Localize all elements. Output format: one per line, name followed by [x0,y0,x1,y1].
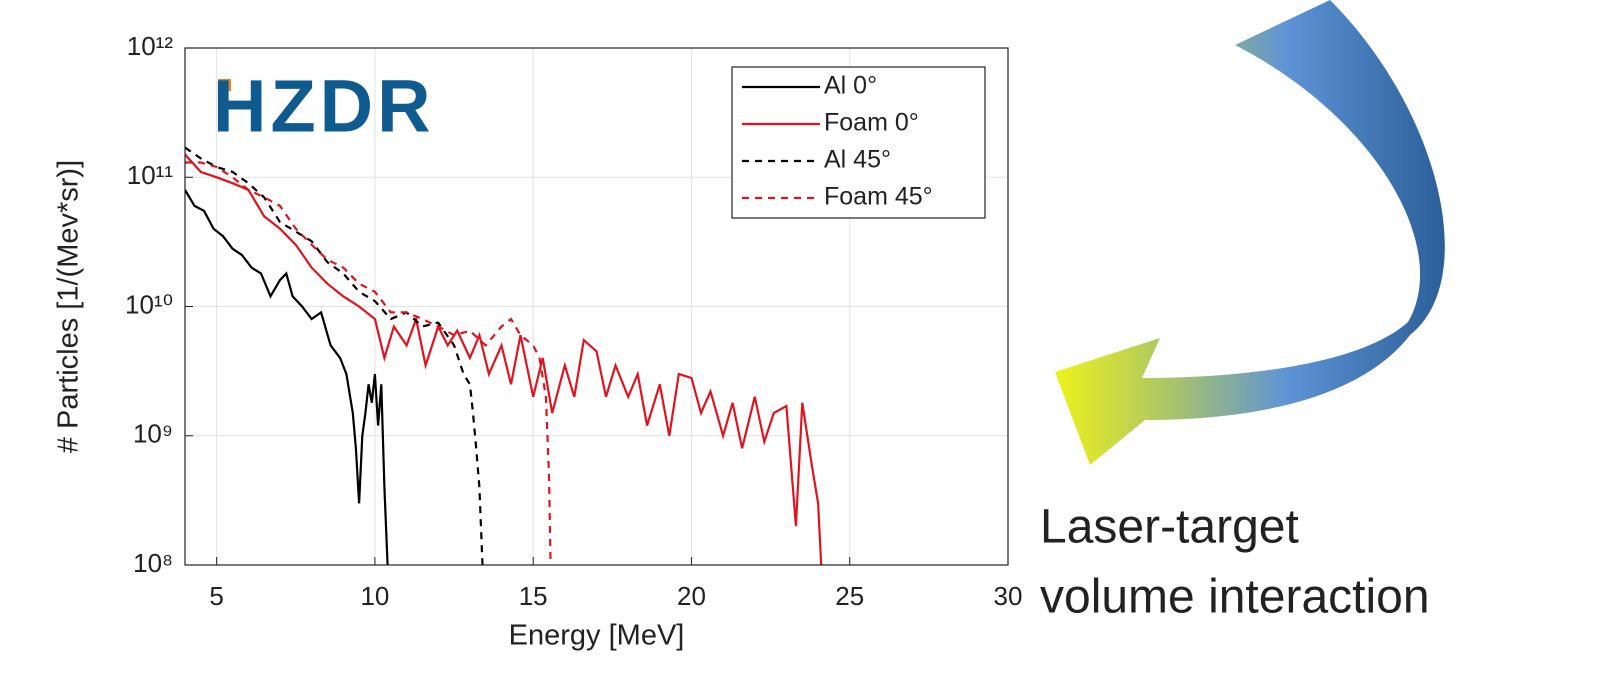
y-tick-label: 10⁸ [133,548,173,578]
plot-frame [184,47,1009,566]
annotation: Laser-target [1040,501,1299,554]
x-axis-label: Energy [MeV] [509,620,685,652]
x-tick-label: 30 [994,581,1023,611]
y-axis-label: # Particles [1/(Mev*sr)] [53,160,85,453]
x-tick-label: 15 [519,581,548,611]
legend-label: Al 0° [824,72,877,100]
legend-label: Foam 0° [824,109,919,137]
x-tick-label: 25 [835,581,864,611]
legend-label: Foam 45° [824,183,933,211]
series-line [185,146,484,565]
x-tick-label: 20 [677,581,706,611]
annotation: volume interaction [1040,571,1430,624]
series-group [185,146,823,565]
x-tick-label: 5 [209,581,223,611]
series-line [185,189,389,565]
arrow [1055,0,1445,465]
x-tick-label: 10 [360,581,389,611]
legend-label: Al 45° [824,146,891,174]
y-tick-label: 10⁹ [133,419,173,449]
series-line [185,161,552,565]
series-line [185,153,823,565]
logo-mark [218,79,231,91]
y-tick-label: 10¹¹ [127,160,174,190]
legend-box [731,66,986,219]
y-tick-label: 10¹⁰ [125,289,173,319]
plot: 5 10 15 20 25 30 10⁸ 10⁹ 10¹⁰ 10¹¹ 10¹² HZDR Al 0° Fo… [53,31,1023,652]
logo: HZDR [213,65,435,148]
y-tick-label: 10¹² [127,31,174,61]
